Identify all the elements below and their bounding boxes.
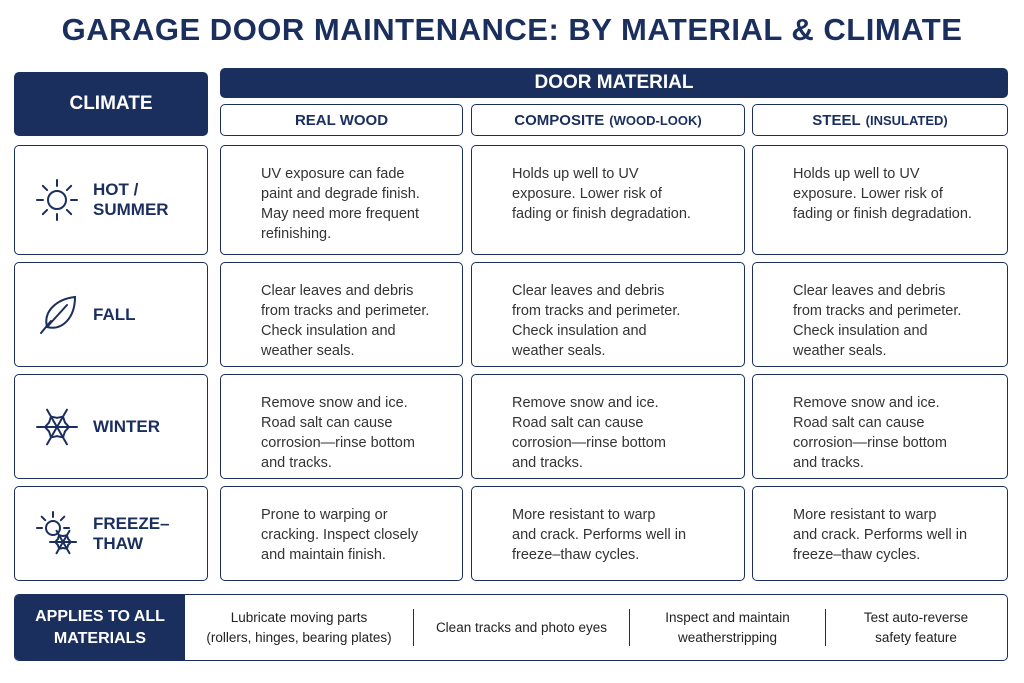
cell-line: fading or finish degradation.	[512, 206, 691, 222]
cell-line: weather seals.	[793, 343, 887, 359]
footer-item-line: Inspect and maintain	[665, 609, 790, 625]
cell-line: Clear leaves and debris	[793, 283, 946, 299]
title: GARAGE DOOR MAINTENANCE: BY MATERIAL & C…	[61, 12, 963, 47]
climate-header: CLIMATE	[14, 72, 208, 136]
cell-line: More resistant to warp	[793, 507, 937, 523]
climate-label: HOT / SUMMER	[93, 180, 169, 219]
maintenance-cell: Remove snow and ice. Road salt can cause c…	[471, 374, 745, 479]
cell-line: Road salt can cause	[793, 415, 925, 431]
climate-icon	[36, 408, 78, 445]
column-name: REAL WOOD	[294, 111, 389, 129]
footer-item-line: weatherstripping	[677, 629, 778, 645]
footer-item-line: Clean tracks and photo eyes	[435, 619, 608, 635]
climate-icon	[36, 510, 77, 554]
cell-line: Prone to warping or	[261, 507, 388, 523]
column-note: (WOOD-LOOK)	[609, 112, 702, 128]
cell-line: cracking. Inspect closely	[261, 527, 419, 543]
column-name: COMPOSITE	[514, 111, 605, 129]
cell-line: Check insulation and	[261, 323, 396, 339]
climate-cell: WINTER	[14, 374, 208, 479]
maintenance-cell: Remove snow and ice. Road salt can cause c…	[220, 374, 463, 479]
cell-line: Remove snow and ice.	[793, 395, 940, 411]
cell-line: weather seals.	[512, 343, 606, 359]
cell-line: Road salt can cause	[261, 415, 393, 431]
column-note: (INSULATED)	[865, 112, 948, 128]
cell-line: exposure. Lower risk of	[512, 186, 662, 202]
footer-item-line: Lubricate moving parts	[230, 609, 368, 625]
column-header: REAL WOOD	[220, 104, 463, 136]
cell-line: Remove snow and ice.	[261, 395, 408, 411]
cell-line: corrosion—rinse bottom	[512, 435, 666, 451]
cell-line: and maintain finish.	[261, 547, 386, 563]
footer-item: Test auto-reverse safety feature	[826, 595, 1006, 660]
climate-icon	[40, 295, 77, 334]
cell-line: and tracks.	[512, 455, 583, 471]
cell-line: Holds up well to UV	[793, 166, 920, 182]
cell-line: and crack. Performs well in	[512, 527, 687, 543]
cell-line: Clear leaves and debris	[512, 283, 665, 299]
cell-line: from tracks and perimeter.	[793, 303, 962, 319]
column-header: COMPOSITE (WOOD-LOOK)	[471, 104, 745, 136]
cell-line: May need more frequent	[261, 206, 419, 222]
cell-line: and tracks.	[261, 455, 332, 471]
climate-label: FREEZE–THAW	[93, 513, 170, 553]
climate-cell: FALL	[14, 262, 208, 367]
maintenance-cell: Prone to warping or cracking. Inspect clo…	[220, 486, 463, 581]
cell-line: Clear leaves and debris	[261, 283, 414, 299]
footer-item-line: Test auto-reverse	[863, 609, 969, 625]
maintenance-cell: UV exposure can fade paint and degrade fi…	[220, 145, 463, 255]
cell-line: Check insulation and	[793, 323, 928, 339]
cell-line: and tracks.	[793, 455, 864, 471]
cell-line: weather seals.	[261, 343, 355, 359]
column-header: STEEL (INSULATED)	[752, 104, 1008, 136]
cell-line: from tracks and perimeter.	[512, 303, 681, 319]
climate-cell: HOT / SUMMER	[14, 145, 208, 255]
separator	[629, 609, 630, 646]
cell-line: fading or finish degradation.	[793, 206, 972, 222]
footer-item: Inspect and maintain weatherstripping	[630, 595, 825, 660]
cell-line: freeze–thaw cycles.	[512, 547, 640, 563]
footer-label-line: APPLIES TO ALL	[35, 607, 165, 625]
separator	[825, 609, 826, 646]
maintenance-cell: Clear leaves and debris from tracks and p…	[752, 262, 1008, 367]
cell-line: paint and degrade finish.	[261, 186, 420, 202]
climate-label: FALL	[93, 304, 136, 324]
cell-line: corrosion—rinse bottom	[261, 435, 415, 451]
footer: APPLIES TO ALL MATERIALS Lubricate moving …	[14, 594, 1008, 661]
cell-line: Remove snow and ice.	[512, 395, 659, 411]
cell-line: from tracks and perimeter.	[261, 303, 430, 319]
climate-label: WINTER	[93, 416, 161, 436]
cell-line: More resistant to warp	[512, 507, 656, 523]
maintenance-cell: Remove snow and ice. Road salt can cause c…	[752, 374, 1008, 479]
climate-cell: FREEZE–THAW	[14, 486, 208, 581]
footer-item-line: safety feature	[875, 629, 957, 645]
material-header: DOOR MATERIAL	[220, 68, 1008, 98]
maintenance-cell: Clear leaves and debris from tracks and p…	[220, 262, 463, 367]
cell-line: Check insulation and	[512, 323, 647, 339]
footer-item: Clean tracks and photo eyes	[414, 595, 629, 660]
cell-line: Holds up well to UV	[512, 166, 639, 182]
cell-line: freeze–thaw cycles.	[793, 547, 921, 563]
cell-line: UV exposure can fade	[261, 166, 405, 182]
maintenance-cell: Holds up well to UV exposure. Lower risk …	[752, 145, 1008, 255]
footer-label-line: MATERIALS	[53, 629, 147, 647]
footer-item: Lubricate moving parts (rollers, hinges, …	[185, 595, 413, 660]
cell-line: corrosion—rinse bottom	[793, 435, 947, 451]
maintenance-cell: Clear leaves and debris from tracks and p…	[471, 262, 745, 367]
cell-line: Road salt can cause	[512, 415, 644, 431]
maintenance-cell: More resistant to warp and crack. Perform…	[471, 486, 745, 581]
footer-label: APPLIES TO ALL MATERIALS	[15, 595, 185, 660]
cell-line: and crack. Performs well in	[793, 527, 968, 543]
maintenance-cell: More resistant to warp and crack. Perform…	[752, 486, 1008, 581]
cell-line: refinishing.	[261, 226, 332, 242]
maintenance-cell: Holds up well to UV exposure. Lower risk …	[471, 145, 745, 255]
cell-line: exposure. Lower risk of	[793, 186, 943, 202]
climate-icon	[36, 179, 78, 221]
column-name: STEEL	[812, 111, 861, 129]
footer-item-line: (rollers, hinges, bearing plates)	[206, 629, 392, 645]
separator	[413, 609, 414, 646]
